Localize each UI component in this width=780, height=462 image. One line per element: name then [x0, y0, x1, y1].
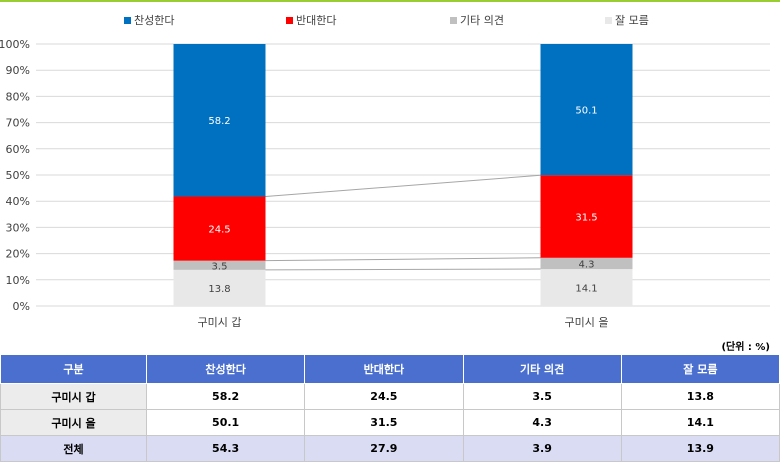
table-row-total: 전체 54.3 27.9 3.9 13.9: [0, 435, 780, 462]
header-agree: 찬성한다: [145, 354, 306, 384]
series-line: [265, 174, 541, 197]
table-cell: 58.2: [145, 383, 306, 410]
table-cell: 3.5: [462, 383, 622, 410]
y-tick-label: 40%: [6, 195, 30, 208]
y-tick-label: 20%: [6, 248, 30, 261]
legend-swatch: [450, 17, 457, 24]
row-label: 구미시 갑: [0, 383, 147, 410]
legend-swatch: [605, 17, 612, 24]
table-cell: 3.9: [462, 435, 622, 462]
y-tick-label: 90%: [6, 64, 30, 77]
table-row: 구미시 을 50.1 31.5 4.3 14.1: [0, 409, 780, 436]
bar-segment: [540, 269, 633, 306]
header-oppose: 반대한다: [304, 354, 464, 384]
y-tick-label: 30%: [6, 221, 30, 234]
bar-segment: [173, 260, 266, 270]
series-line: [265, 257, 541, 262]
table-header-row: 구분 찬성한다 반대한다 기타 의견 잘 모름: [0, 354, 780, 384]
table-cell: 13.8: [620, 383, 780, 410]
bar-segment: [173, 196, 266, 261]
table-cell: 31.5: [304, 409, 464, 436]
table-cell: 24.5: [304, 383, 464, 410]
bar-segment: [540, 44, 633, 176]
y-tick-label: 10%: [6, 274, 30, 287]
y-tick-label: 0%: [13, 300, 30, 313]
data-label: 14.1: [575, 284, 597, 295]
row-label: 전체: [0, 435, 147, 462]
data-label: 58.2: [208, 116, 230, 127]
y-tick-label: 70%: [6, 117, 30, 130]
series-line: [265, 268, 541, 271]
table-row: 구미시 갑 58.2 24.5 3.5 13.8: [0, 383, 780, 410]
bar-segment: [540, 257, 633, 270]
bar-segment: [173, 44, 266, 197]
y-tick-label: 100%: [0, 38, 30, 51]
header-category: 구분: [0, 354, 147, 384]
x-tick-label: 구미시 갑: [198, 316, 242, 329]
data-table: 구분 찬성한다 반대한다 기타 의견 잘 모름 구미시 갑 58.2 24.5 …: [0, 354, 780, 462]
table-cell: 54.3: [145, 435, 306, 462]
unit-label: (단위 : %): [721, 342, 770, 353]
table-cell: 50.1: [145, 409, 306, 436]
table-cell: 14.1: [620, 409, 780, 436]
legend-label: 반대한다: [296, 14, 336, 27]
data-label: 31.5: [575, 213, 597, 224]
header-unknown: 잘 모름: [620, 354, 780, 384]
data-label: 13.8: [208, 284, 230, 295]
legend-swatch: [286, 17, 293, 24]
bar-segment: [540, 175, 633, 258]
header-other: 기타 의견: [462, 354, 622, 384]
data-label: 3.5: [212, 261, 228, 272]
data-label: 24.5: [208, 225, 230, 236]
data-label: 4.3: [579, 259, 595, 270]
y-tick-label: 80%: [6, 90, 30, 103]
bar-segment: [173, 269, 266, 306]
legend-swatch: [124, 17, 131, 24]
data-label: 50.1: [575, 106, 597, 117]
stacked-bar-chart: 0% 10% 20% 30% 40% 50% 60% 70% 80% 90% 100% 13.8 3.5…: [0, 13, 770, 329]
table-cell: 4.3: [462, 409, 622, 436]
y-tick-label: 60%: [6, 143, 30, 156]
table-cell: 13.9: [620, 435, 780, 462]
legend-label: 잘 모름: [615, 14, 649, 27]
row-label: 구미시 을: [0, 409, 147, 436]
table-cell: 27.9: [304, 435, 464, 462]
x-tick-label: 구미시 을: [565, 316, 609, 329]
y-tick-label: 50%: [6, 169, 30, 182]
legend-label: 기타 의견: [460, 14, 504, 27]
top-accent-line: [0, 0, 780, 2]
legend-label: 찬성한다: [134, 13, 174, 27]
